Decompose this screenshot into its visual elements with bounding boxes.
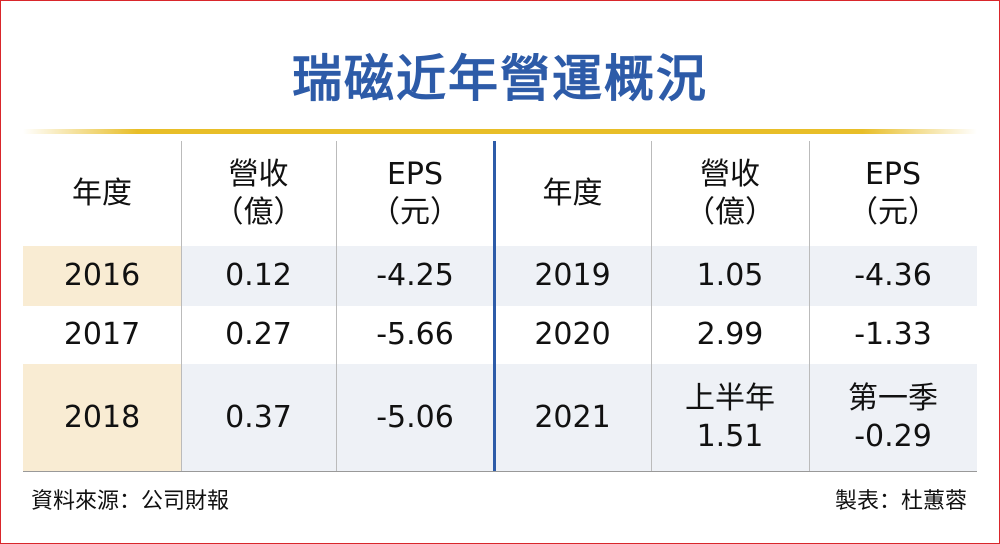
cell-line: 第一季	[848, 381, 938, 416]
bottom-rule	[23, 471, 977, 472]
header-cell: EPS （元）	[809, 141, 977, 246]
table-cell: 0.27	[225, 317, 292, 353]
column-rule	[336, 141, 337, 471]
table-cell: 上半年 1.51	[651, 364, 809, 471]
cell-line: 1.51	[696, 418, 764, 454]
row-tint	[181, 246, 977, 306]
author: 製表：杜蕙蓉	[834, 489, 967, 514]
table-cell: 2017	[63, 317, 141, 353]
table-cell: 0.12	[225, 258, 292, 294]
cell-line: （元）	[848, 194, 938, 230]
cell-line: （億）	[685, 194, 775, 230]
table-cell: 2020	[534, 317, 611, 353]
column-rule	[651, 141, 652, 471]
cell-line: 營收	[228, 157, 289, 192]
cell-line: EPS	[864, 157, 922, 192]
column-rule	[181, 141, 182, 471]
header-cell: 年度	[23, 141, 181, 246]
table-cell: 第一季 -0.29	[809, 364, 977, 471]
cell-line: -0.29	[854, 418, 932, 454]
cell-line: （億）	[213, 194, 304, 230]
source: 資料來源：公司財報	[31, 489, 230, 514]
header-cell: 營收 （億）	[181, 141, 336, 246]
table-cell: 2019	[534, 258, 611, 294]
title-rule	[23, 129, 977, 134]
table-cell: 2016	[63, 258, 141, 294]
column-rule	[809, 141, 810, 471]
table-cell: 2021	[534, 399, 611, 435]
center-divider	[493, 141, 496, 471]
row-tint	[23, 246, 181, 306]
title: 瑞磁近年營運概況	[292, 50, 708, 108]
table-cell: -5.66	[376, 317, 454, 353]
table-cell: 0.37	[225, 399, 292, 435]
header-cell: 年度	[494, 141, 651, 246]
table-cell: -4.25	[376, 258, 454, 294]
table-cell: -5.06	[376, 399, 454, 435]
table-cell: 2018	[63, 399, 141, 435]
cell-line: 上半年	[685, 381, 775, 416]
row-tint	[181, 364, 977, 471]
cell-line: （元）	[370, 194, 460, 230]
cell-line: 年度	[542, 175, 603, 211]
table-cell: -4.36	[854, 258, 932, 294]
cell-line: 年度	[72, 175, 132, 211]
cell-line: EPS	[386, 157, 444, 192]
header-cell: 營收 （億）	[651, 141, 809, 246]
header-cell: EPS （元）	[336, 141, 494, 246]
table-cell: 1.05	[696, 258, 764, 294]
row-tint	[23, 364, 181, 471]
table-cell: -1.33	[854, 317, 932, 353]
table-cell: 2.99	[696, 317, 764, 353]
cell-line: 營收	[700, 157, 760, 192]
